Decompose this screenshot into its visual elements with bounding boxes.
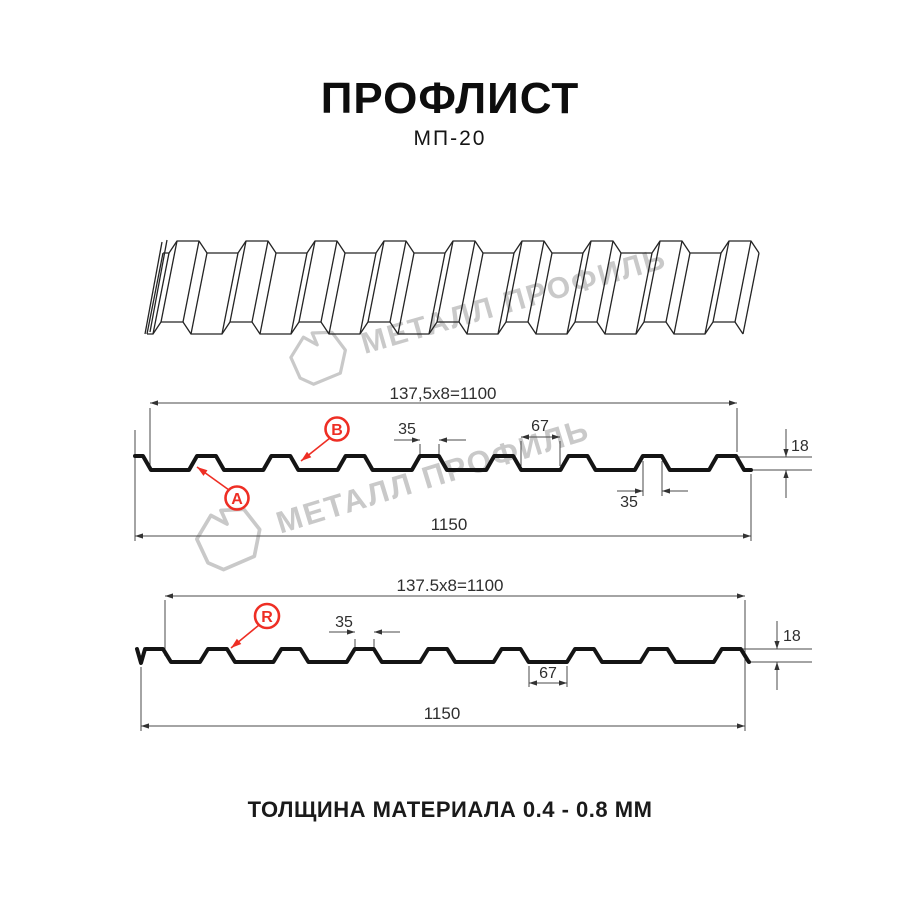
dim-valley: 67	[539, 665, 557, 682]
callout-a-letter: A	[231, 491, 243, 508]
dim-valley: 67	[531, 418, 549, 435]
dim-module-width: 137,5x8=1100	[390, 384, 497, 403]
dim-total-width: 1150	[424, 704, 461, 723]
callout-a-circle	[224, 485, 250, 511]
dim-rib-top: 35	[398, 421, 416, 438]
page-subtitle: МП-20	[413, 127, 487, 150]
watermark-upper: МЕТАЛЛ ПРОФИЛЬ	[281, 227, 675, 396]
callout-r-letter: R	[261, 609, 273, 626]
dim-total-width: 1150	[431, 515, 468, 534]
dim-rib-bottom: 35	[620, 494, 638, 511]
metall-profil-logo-icon	[289, 330, 347, 386]
dim-rib-top: 35	[335, 614, 353, 631]
dim-module-width: 137.5x8=1100	[397, 576, 504, 595]
callout-b-letter: B	[331, 422, 343, 439]
profile-3d-view	[144, 239, 760, 335]
section-r-labels: 137.5x8=1100 35 67 18 1150 R	[253, 576, 801, 723]
profile-cross-sections	[133, 454, 753, 665]
material-thickness-note: ТОЛЩИНА МАТЕРИАЛА 0.4 - 0.8 ММ	[247, 797, 653, 822]
dim-height: 18	[791, 438, 809, 455]
callout-r-circle	[253, 602, 281, 630]
callout-b-circle	[324, 416, 350, 442]
callout-arrows	[196, 437, 331, 649]
dimension-lines	[134, 400, 812, 731]
dim-height: 18	[783, 628, 801, 645]
page-title: ПРОФЛИСТ	[320, 74, 580, 123]
section-a-labels: 137,5x8=1100 35 67 35 18 1150 A B	[224, 384, 809, 534]
